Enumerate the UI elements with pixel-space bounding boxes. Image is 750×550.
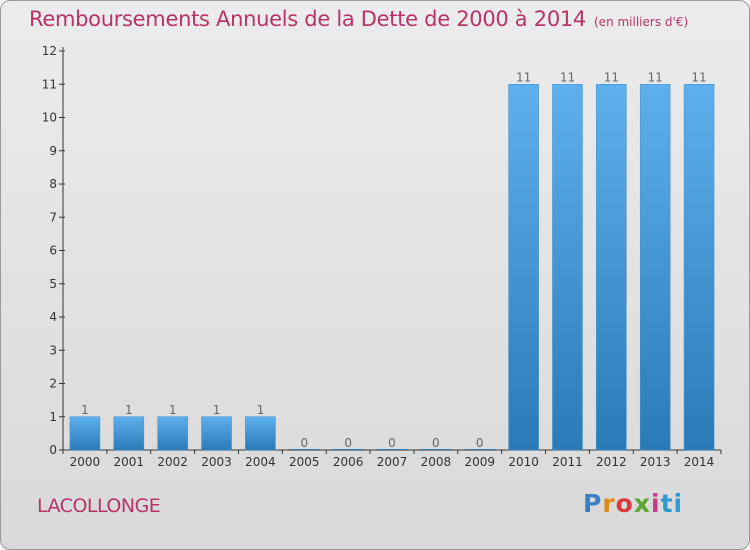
bar (596, 84, 627, 451)
data-label: 1 (81, 403, 89, 417)
chart-title-text: Remboursements Annuels de la Dette de 20… (29, 7, 586, 31)
x-tick-label: 2006 (333, 455, 364, 469)
chart-title: Remboursements Annuels de la Dette de 20… (29, 7, 688, 31)
bar (420, 449, 451, 450)
data-label: 11 (560, 70, 575, 84)
bar (333, 449, 364, 450)
bar (683, 84, 715, 451)
x-tick-label: 2002 (157, 455, 188, 469)
x-tick-label: 2012 (596, 455, 627, 469)
bar (113, 416, 145, 451)
y-tick-label: 4 (49, 310, 57, 324)
bar (508, 84, 539, 451)
y-tick-label: 12 (42, 44, 57, 58)
bar (639, 84, 671, 451)
data-label: 0 (300, 436, 308, 450)
logo-letter: r (602, 489, 616, 518)
y-tick-label: 9 (49, 144, 57, 158)
data-label: 1 (125, 403, 133, 417)
y-tick-label: 11 (42, 77, 57, 91)
logo-letter: o (615, 489, 634, 518)
y-tick-label: 5 (49, 277, 57, 291)
logo-letter: t (660, 489, 674, 518)
bar (289, 449, 320, 450)
y-tick-label: 8 (49, 177, 57, 191)
chart-subtitle: (en milliers d'€) (594, 15, 689, 29)
data-label: 1 (169, 403, 177, 417)
bar (157, 416, 188, 451)
bar (552, 84, 583, 451)
x-tick-label: 2001 (114, 455, 145, 469)
y-tick-label: 0 (49, 443, 57, 457)
data-label: 11 (648, 70, 663, 84)
data-label: 0 (388, 436, 396, 450)
y-tick-label: 1 (49, 410, 57, 424)
x-tick-label: 2007 (377, 455, 408, 469)
data-label: 11 (604, 70, 619, 84)
commune-name: LACOLLONGE (37, 495, 161, 517)
data-label: 11 (516, 70, 531, 84)
data-label: 0 (344, 436, 352, 450)
proxiti-logo: Proxiti (583, 489, 683, 518)
data-label: 11 (691, 70, 706, 84)
data-label: 0 (476, 436, 484, 450)
data-label: 0 (432, 436, 440, 450)
x-tick-label: 2014 (684, 455, 715, 469)
bar (201, 416, 232, 451)
bar (464, 449, 495, 450)
y-tick-label: 3 (49, 343, 57, 357)
x-tick-label: 2011 (552, 455, 583, 469)
data-label: 1 (213, 403, 221, 417)
x-tick-label: 2008 (421, 455, 452, 469)
y-tick-label: 2 (49, 377, 57, 391)
x-tick-label: 2003 (201, 455, 232, 469)
data-label: 1 (257, 403, 265, 417)
x-tick-label: 2000 (70, 455, 101, 469)
bar (377, 449, 407, 450)
x-tick-label: 2013 (640, 455, 671, 469)
bar (69, 416, 101, 451)
logo-letter: x (633, 489, 651, 518)
bar (245, 416, 276, 451)
logo-letter: i (673, 489, 684, 518)
x-tick-label: 2005 (289, 455, 320, 469)
logo-letter: P (583, 489, 603, 518)
x-tick-label: 2010 (508, 455, 539, 469)
y-tick-label: 10 (42, 111, 57, 125)
x-tick-label: 2009 (464, 455, 495, 469)
x-tick-label: 2004 (245, 455, 276, 469)
logo-letter: i (651, 489, 661, 518)
y-tick-label: 7 (49, 210, 57, 224)
y-tick-label: 6 (49, 244, 57, 258)
